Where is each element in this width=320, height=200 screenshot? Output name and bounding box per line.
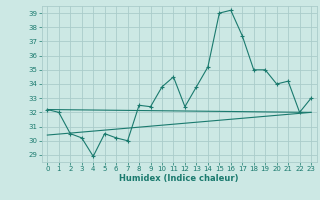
- X-axis label: Humidex (Indice chaleur): Humidex (Indice chaleur): [119, 174, 239, 183]
